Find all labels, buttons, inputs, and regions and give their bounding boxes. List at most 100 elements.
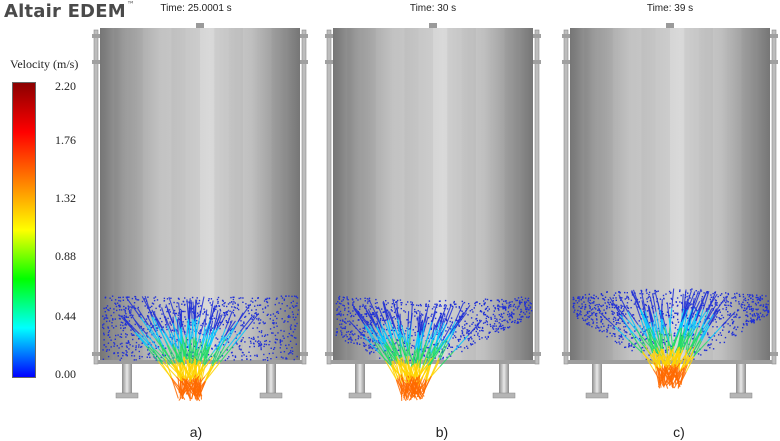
flow-streak — [631, 290, 641, 310]
silo-rail — [301, 29, 307, 365]
particle — [346, 314, 349, 316]
particle — [501, 298, 503, 301]
particle — [296, 322, 298, 325]
particle — [467, 347, 469, 349]
particle — [217, 302, 219, 304]
particle — [256, 313, 258, 316]
particle — [587, 323, 589, 326]
flow-streak — [431, 303, 438, 322]
particle — [611, 310, 613, 312]
particle — [347, 303, 350, 305]
silo-rim — [331, 360, 535, 364]
particle — [124, 327, 126, 329]
flow-streak — [443, 304, 452, 323]
particle — [500, 313, 503, 316]
particle — [223, 305, 225, 307]
particle — [514, 298, 516, 300]
particle — [358, 336, 360, 338]
particle — [126, 354, 128, 356]
particle — [764, 306, 767, 308]
particle — [127, 341, 130, 343]
particle — [595, 318, 598, 320]
particle — [613, 307, 616, 309]
flow-streak — [634, 302, 642, 320]
silo-band — [404, 28, 419, 362]
particle — [739, 316, 741, 318]
flow-streak — [206, 334, 211, 350]
particle — [113, 308, 115, 310]
particle — [726, 296, 728, 298]
particle — [234, 315, 236, 317]
particle — [492, 305, 495, 307]
flow-streak — [680, 309, 689, 329]
particle — [152, 303, 155, 305]
particle — [134, 296, 137, 298]
flow-streak — [407, 349, 415, 364]
particle — [476, 314, 478, 316]
particle — [126, 342, 129, 344]
flow-streak — [432, 322, 441, 341]
particle — [146, 356, 148, 358]
particle — [156, 355, 158, 357]
particle — [632, 314, 634, 316]
particle — [674, 327, 677, 329]
particle — [601, 318, 603, 321]
flow-streak — [397, 360, 410, 381]
particle — [245, 303, 247, 305]
particle — [615, 299, 617, 301]
particle — [394, 343, 396, 345]
particle — [593, 297, 596, 300]
particle — [264, 322, 266, 324]
particle — [577, 309, 579, 312]
particle — [688, 323, 691, 325]
particle — [207, 354, 210, 356]
particle — [688, 302, 690, 304]
silo-band — [418, 28, 433, 362]
particle — [443, 313, 446, 315]
particle — [103, 332, 105, 334]
particle — [233, 296, 235, 298]
flow-streak — [224, 310, 233, 329]
particle — [159, 317, 161, 320]
particle — [272, 319, 274, 322]
silo-leg-foot — [729, 392, 753, 399]
flow-streak — [146, 315, 157, 333]
particle — [369, 305, 371, 307]
particle — [448, 344, 450, 346]
particle — [234, 355, 237, 357]
particle — [751, 307, 753, 310]
particle — [675, 324, 677, 326]
silo-panel-a — [92, 23, 308, 402]
particle — [619, 328, 621, 330]
particle — [742, 296, 745, 298]
particle — [208, 359, 211, 361]
particle — [161, 345, 164, 347]
particle — [102, 324, 104, 326]
particle — [365, 315, 368, 317]
particle — [750, 297, 752, 299]
particle — [490, 316, 492, 319]
particle — [517, 321, 520, 324]
particle — [730, 302, 732, 305]
particle — [478, 338, 481, 340]
particle — [344, 326, 347, 328]
particle — [606, 331, 608, 333]
particle — [250, 342, 252, 344]
particle — [460, 346, 462, 348]
particle — [756, 299, 759, 301]
particle — [125, 354, 127, 356]
particle — [447, 342, 450, 345]
particle — [519, 318, 521, 320]
particle — [259, 319, 262, 321]
particle — [711, 304, 713, 306]
particle — [766, 307, 768, 309]
particle — [353, 315, 355, 317]
particle — [376, 311, 378, 313]
particle — [215, 308, 217, 311]
particle — [587, 315, 589, 318]
particle — [620, 306, 623, 308]
particle — [113, 342, 115, 344]
particle — [363, 334, 365, 336]
particle — [745, 320, 747, 323]
particle — [339, 310, 342, 313]
